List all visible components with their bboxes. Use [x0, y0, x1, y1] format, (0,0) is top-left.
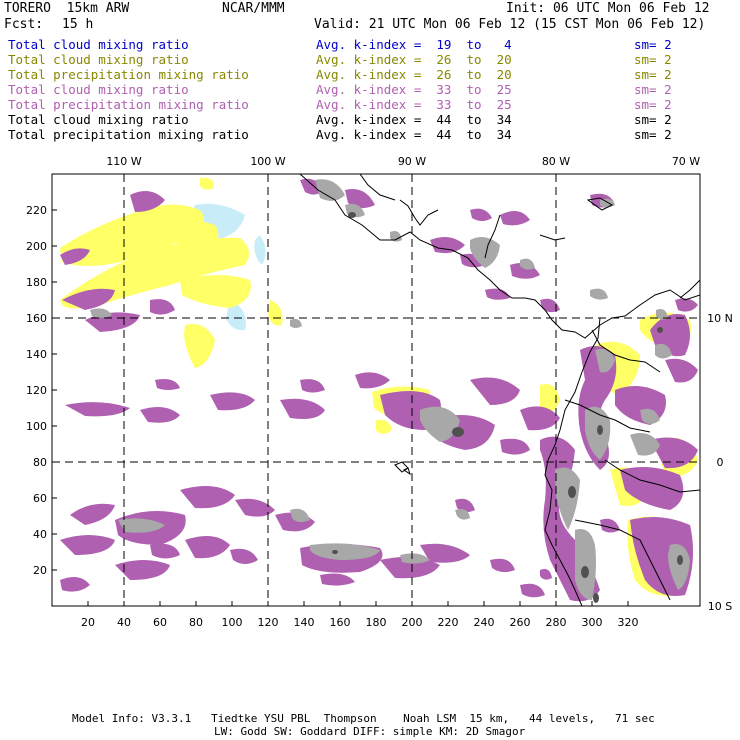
legend-smoothing: sm= 2 — [634, 127, 672, 142]
x-tick-label: 80 — [189, 616, 203, 629]
x-tick-label: 240 — [474, 616, 495, 629]
x-tick-label: 180 — [366, 616, 387, 629]
y-tick-label: 140 — [26, 348, 47, 361]
x-tick-label: 120 — [258, 616, 279, 629]
gray-cloud-area — [90, 179, 690, 600]
longitude-label: 90 W — [398, 155, 426, 168]
lat-lon-grid — [52, 174, 700, 606]
latitude-label: 10 S — [708, 600, 732, 613]
axis-ticks: 20 40 60 80 100 120 140 160 180 200 220 240 260 280 30… — [26, 155, 733, 629]
y-tick-label: 20 — [33, 564, 47, 577]
model-info-line: Model Info: V3.3.1 Tiedtke YSU PBL Thomp… — [72, 712, 655, 725]
longitude-label: 110 W — [106, 155, 141, 168]
legend-row: Total precipitation mixing ratio Avg. k-i… — [0, 97, 740, 112]
legend-smoothing: sm= 2 — [634, 67, 672, 82]
init-time: Init: 06 UTC Mon 06 Feb 12 — [506, 1, 710, 16]
legend-field-name: Total precipitation mixing ratio — [8, 127, 249, 142]
model-physics-line: LW: Godd SW: Goddard DIFF: simple KM: 2D… — [214, 725, 526, 738]
legend-row: Total cloud mixing ratio Avg. k-index = 1… — [0, 37, 740, 52]
legend-row: Total cloud mixing ratio Avg. k-index = 2… — [0, 52, 740, 67]
forecast-hour: 15 h — [62, 17, 94, 32]
legend-field-name: Total precipitation mixing ratio — [8, 97, 249, 112]
x-tick-label: 40 — [117, 616, 131, 629]
longitude-label: 80 W — [542, 155, 570, 168]
legend-k-index: Avg. k-index = 26 to 20 — [316, 52, 512, 67]
weather-map: 20 40 60 80 100 120 140 160 180 200 220 240 260 280 30… — [26, 155, 733, 629]
x-tick-label: 300 — [582, 616, 603, 629]
legend-smoothing: sm= 2 — [634, 112, 672, 127]
legend-smoothing: sm= 2 — [634, 52, 672, 67]
y-tick-label: 100 — [26, 420, 47, 433]
x-tick-label: 280 — [546, 616, 567, 629]
legend-k-index: Avg. k-index = 44 to 34 — [316, 112, 512, 127]
legend-k-index: Avg. k-index = 44 to 34 — [316, 127, 512, 142]
y-tick-label: 200 — [26, 240, 47, 253]
x-tick-label: 140 — [294, 616, 315, 629]
y-tick-label: 220 — [26, 204, 47, 217]
y-tick-label: 160 — [26, 312, 47, 325]
valid-time: Valid: 21 UTC Mon 06 Feb 12 (15 CST Mon … — [314, 17, 706, 32]
x-tick-label: 60 — [153, 616, 167, 629]
x-tick-label: 100 — [222, 616, 243, 629]
legend-field-name: Total cloud mixing ratio — [8, 52, 189, 67]
legend-row: Total precipitation mixing ratio Avg. k-i… — [0, 67, 740, 82]
dark-gray-cloud-core — [332, 212, 683, 603]
legend-k-index: Avg. k-index = 26 to 20 — [316, 67, 512, 82]
legend-field-name: Total cloud mixing ratio — [8, 82, 189, 97]
field-layer — [52, 174, 700, 606]
x-tick-label: 260 — [510, 616, 531, 629]
x-tick-label: 200 — [402, 616, 423, 629]
legend-k-index: Avg. k-index = 33 to 25 — [316, 97, 512, 112]
longitude-label: 70 W — [672, 155, 700, 168]
legend-row: Total cloud mixing ratio Avg. k-index = 4… — [0, 112, 740, 127]
latitude-label: 10 N — [707, 312, 733, 325]
coastlines — [299, 174, 700, 606]
legend-field-name: Total cloud mixing ratio — [8, 112, 189, 127]
x-tick-label: 320 — [618, 616, 639, 629]
legend-smoothing: sm= 2 — [634, 37, 672, 52]
organization-label: NCAR/MMM — [222, 1, 285, 16]
legend-row: Total cloud mixing ratio Avg. k-index = 3… — [0, 82, 740, 97]
x-tick-label: 20 — [81, 616, 95, 629]
purple-cloud-area — [60, 178, 698, 602]
legend-smoothing: sm= 2 — [634, 82, 672, 97]
legend-k-index: Avg. k-index = 19 to 4 — [316, 37, 512, 52]
legend-k-index: Avg. k-index = 33 to 25 — [316, 82, 512, 97]
x-tick-label: 220 — [438, 616, 459, 629]
longitude-label: 100 W — [250, 155, 285, 168]
y-tick-label: 60 — [33, 492, 47, 505]
latitude-label: 0 — [717, 456, 724, 469]
legend-row: Total precipitation mixing ratio Avg. k-i… — [0, 127, 740, 142]
y-tick-label: 180 — [26, 276, 47, 289]
legend-field-name: Total cloud mixing ratio — [8, 37, 189, 52]
x-tick-label: 160 — [330, 616, 351, 629]
legend-field-name: Total precipitation mixing ratio — [8, 67, 249, 82]
model-title: TORERO 15km ARW — [4, 1, 130, 16]
legend-smoothing: sm= 2 — [634, 97, 672, 112]
y-tick-label: 80 — [33, 456, 47, 469]
y-tick-label: 120 — [26, 384, 47, 397]
forecast-label: Fcst: — [4, 17, 44, 32]
y-tick-label: 40 — [33, 528, 47, 541]
